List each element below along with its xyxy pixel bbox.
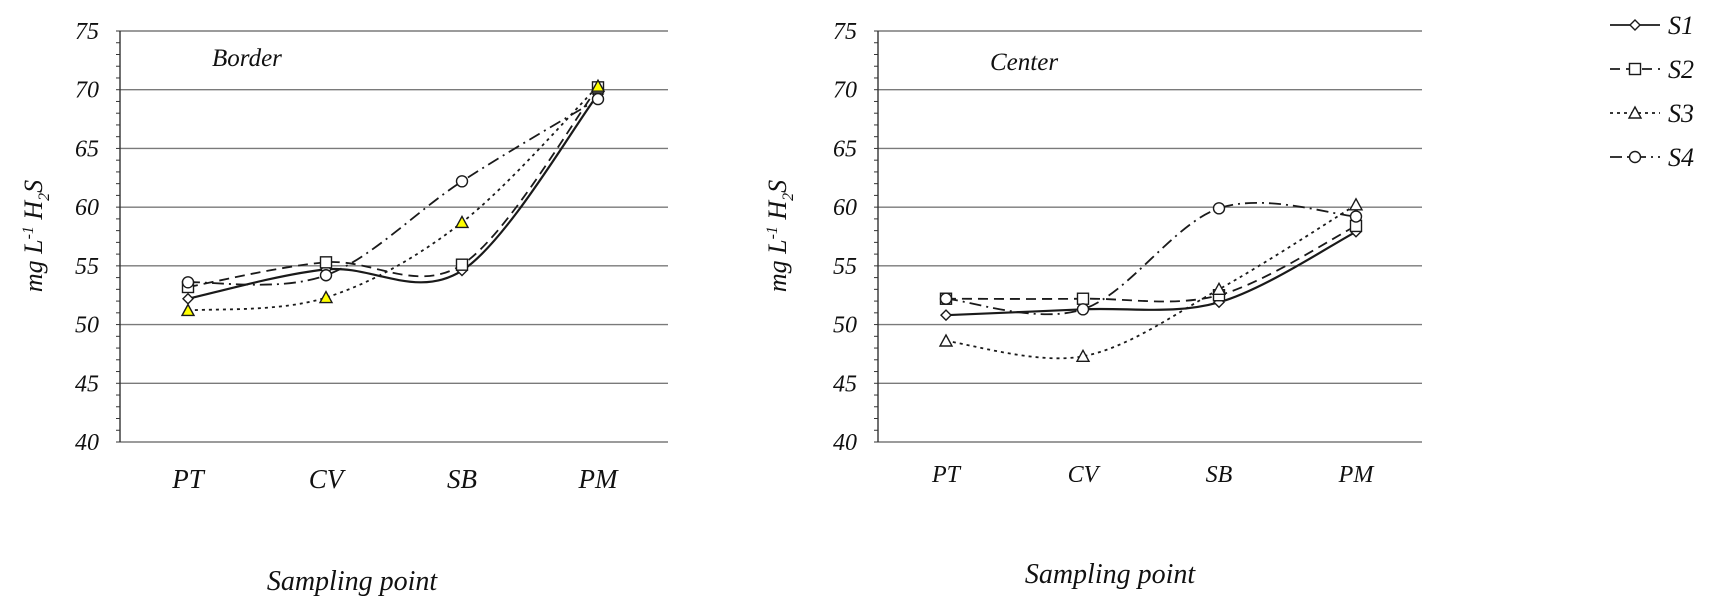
legend-label-s2: S2	[1668, 55, 1694, 84]
x-tick-label: CV	[1068, 462, 1101, 488]
legend-marker-s3	[1627, 105, 1643, 119]
data-point-s4-cv	[1076, 303, 1090, 316]
y-tick-label: 40	[833, 430, 857, 456]
y-axis-title-sub: 2	[780, 193, 797, 201]
data-point-s3-sb	[1211, 281, 1227, 296]
y-axis-title-mid: H	[19, 200, 48, 227]
y-tick-label: 50	[833, 313, 857, 339]
panel-label: Center	[990, 49, 1058, 76]
legend-marker-s1	[1629, 19, 1641, 31]
y-tick-label: 40	[75, 430, 99, 456]
data-point-s4-cv	[319, 269, 333, 282]
legend-label-s3: S3	[1668, 99, 1694, 128]
data-point-s4-pt	[939, 292, 953, 305]
series-line-s4	[945, 201, 1357, 316]
y-tick-label: 55	[833, 254, 857, 280]
series-line-s1	[945, 230, 1357, 317]
y-axis-title-end: S	[763, 180, 792, 193]
data-point-s3-sb	[454, 214, 470, 229]
series-line-s2	[945, 225, 1357, 303]
x-axis-title: Sampling point	[1025, 559, 1197, 590]
data-point-s4-pm	[591, 92, 605, 106]
y-axis-title-base: mg L	[19, 239, 48, 292]
chart-panel-border: 40 45 50 55 60 65 70 75 PT CV SB PM Sampling point mg…	[19, 19, 668, 597]
data-point-s4-pm	[1349, 210, 1363, 223]
x-tick-label: SB	[1206, 462, 1233, 488]
y-axis-title-base: mg L	[763, 239, 792, 292]
chart-panel-center: 40 45 50 55 60 65 70 75 PT CV SB PM Sampling point mg…	[763, 19, 1422, 590]
data-point-s4-sb	[1212, 202, 1226, 215]
data-point-s3-pm	[1348, 197, 1364, 211]
x-tick-label: PT	[171, 464, 205, 494]
x-axis-title: Sampling point	[267, 566, 439, 597]
data-point-s3-cv	[1075, 348, 1091, 362]
data-point-s2-cv	[319, 256, 333, 269]
y-tick-label: 75	[75, 19, 99, 45]
series-line-s3	[187, 85, 599, 312]
y-tick-label: 60	[833, 195, 857, 221]
y-axis-title-mid: H	[763, 200, 792, 227]
legend-marker-s4	[1628, 150, 1642, 164]
legend-label-s4: S4	[1668, 143, 1694, 172]
series-line-s3	[945, 204, 1357, 360]
y-axis-title-sup: -1	[20, 226, 37, 239]
data-point-s2-sb	[455, 258, 469, 271]
data-point-s3-pt	[180, 303, 196, 317]
y-tick-label: 65	[75, 136, 99, 162]
y-axis-title-sup: -1	[764, 226, 781, 239]
x-tick-label: PM	[1338, 462, 1376, 488]
x-tick-label: PT	[931, 462, 962, 488]
y-axis-title-sub: 2	[36, 193, 53, 201]
y-tick-label: 50	[75, 313, 99, 339]
y-axis-title-end: S	[19, 180, 48, 193]
x-tick-label: SB	[447, 464, 477, 494]
x-tick-label: PM	[578, 464, 619, 494]
series-line-s1	[187, 93, 599, 300]
legend: S1 S2 S3 S4	[1610, 11, 1694, 172]
y-tick-label: 45	[75, 371, 99, 397]
y-tick-label: 45	[833, 371, 857, 397]
legend-marker-s2	[1628, 62, 1642, 76]
y-tick-label: 65	[833, 136, 857, 162]
data-point-s3-pt	[938, 333, 954, 347]
data-point-s1-pt	[182, 292, 194, 305]
data-point-s2-cv	[1076, 292, 1090, 305]
data-point-s3-pm	[590, 78, 606, 92]
y-tick-label: 75	[833, 19, 857, 45]
legend-label-s1: S1	[1668, 11, 1694, 40]
y-tick-label: 60	[75, 195, 99, 221]
data-point-s4-pt	[181, 276, 195, 289]
y-tick-label: 55	[75, 254, 99, 280]
y-axis-title: mg L-1 H2S	[763, 180, 797, 292]
y-axis-title: mg L-1 H2S	[19, 180, 53, 292]
x-tick-label: CV	[309, 464, 347, 494]
series-line-s4	[187, 98, 599, 286]
panel-label: Border	[212, 45, 282, 72]
series-line-s2	[187, 86, 599, 288]
y-tick-label: 70	[75, 78, 99, 104]
y-tick-label: 70	[833, 78, 857, 104]
data-point-s4-sb	[455, 175, 469, 188]
data-point-s3-cv	[318, 290, 334, 304]
data-point-s1-pt	[940, 309, 952, 322]
